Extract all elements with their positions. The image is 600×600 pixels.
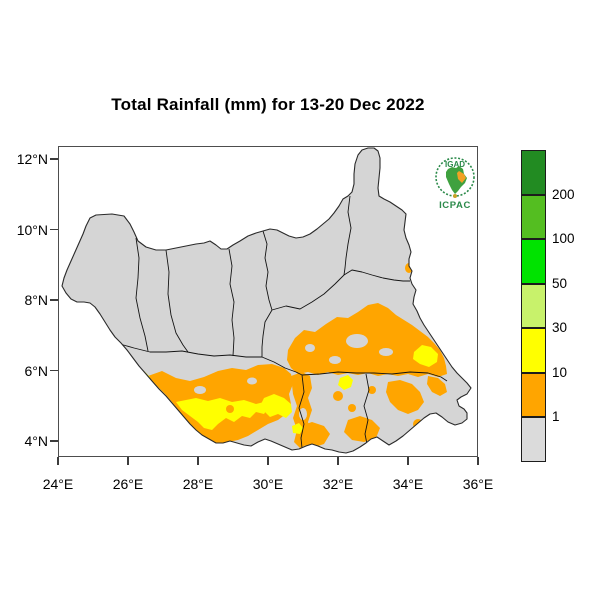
colorbar-cell — [521, 328, 546, 373]
colorbar-cell — [521, 417, 546, 462]
colorbar-value-label: 200 — [552, 186, 575, 202]
y-axis-label: 12°N — [16, 151, 48, 167]
x-axis-label: 30°E — [252, 476, 284, 492]
y-axis-label: 6°N — [24, 362, 49, 379]
colorbar-value-label: 10 — [552, 364, 568, 380]
y-axis-tick — [50, 228, 58, 231]
y-axis-tick — [50, 369, 58, 372]
x-axis-tick — [127, 457, 129, 465]
y-axis-label: 10°N — [16, 221, 48, 238]
x-axis-label: 36°E — [462, 476, 494, 492]
x-axis-tick — [337, 457, 339, 465]
x-axis-label: 26°E — [112, 476, 144, 492]
colorbar-cell — [521, 239, 546, 284]
colorbar-value-label: 50 — [552, 275, 568, 291]
y-axis-tick — [50, 299, 58, 301]
colorbar-cell — [521, 372, 546, 417]
y-axis-tick — [50, 158, 58, 160]
x-axis-tick — [197, 457, 199, 465]
plot-frame — [58, 146, 478, 457]
x-axis-tick — [57, 457, 59, 465]
colorbar-cell — [521, 194, 546, 239]
x-axis-tick — [477, 457, 479, 465]
colorbar-value-label: 30 — [552, 320, 568, 335]
colorbar-cell — [521, 150, 546, 195]
x-axis-label: 24°E — [42, 476, 74, 492]
colorbar-cell — [521, 283, 546, 328]
x-axis-tick — [267, 457, 269, 465]
x-axis-label: 28°E — [182, 476, 214, 492]
y-axis-tick — [50, 440, 58, 442]
y-axis-label: 8°N — [24, 292, 49, 308]
colorbar-value-label: 1 — [552, 409, 560, 424]
colorbar-value-label: 100 — [552, 231, 575, 246]
x-axis-label: 34°E — [392, 476, 424, 492]
x-axis-label: 32°E — [322, 476, 354, 492]
page-title: Total Rainfall (mm) for 13-20 Dec 2022 — [111, 95, 425, 114]
x-axis-tick — [407, 457, 409, 465]
y-axis-label: 4°N — [24, 433, 49, 449]
